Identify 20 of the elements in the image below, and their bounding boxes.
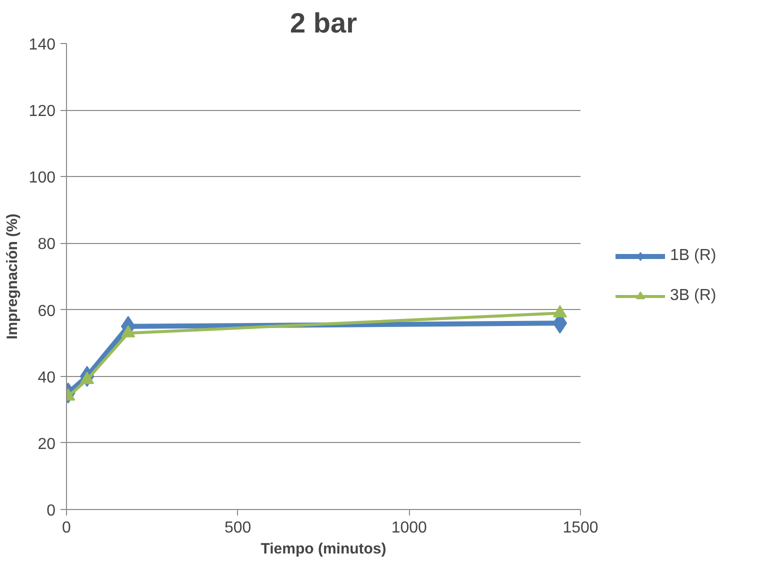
y-tick-label: 40: [38, 369, 56, 386]
y-tick-label: 140: [28, 36, 56, 54]
y-axis-title: Impregnación (%): [4, 214, 21, 340]
y-tick-label: 100: [28, 170, 56, 187]
x-tick-label: 1000: [391, 520, 428, 536]
x-tick-label: 500: [224, 520, 252, 536]
y-tick-label: 120: [28, 103, 56, 120]
y-tick-label: 80: [38, 236, 56, 254]
point: [552, 305, 567, 318]
legend-label: 3B (R): [670, 287, 716, 305]
x-tick-label: 1500: [562, 520, 598, 536]
y-tick-label: 60: [38, 302, 56, 320]
legend-label: 1B (R): [670, 247, 716, 265]
chart-title: 2 bar: [290, 8, 358, 38]
point: [80, 372, 94, 384]
y-tick-label: 0: [46, 502, 56, 520]
x-axis-title: Tiempo (minutos): [260, 540, 386, 558]
point: [121, 325, 136, 338]
x-tick-label: 0: [62, 520, 72, 536]
y-tick-label: 20: [38, 436, 56, 453]
